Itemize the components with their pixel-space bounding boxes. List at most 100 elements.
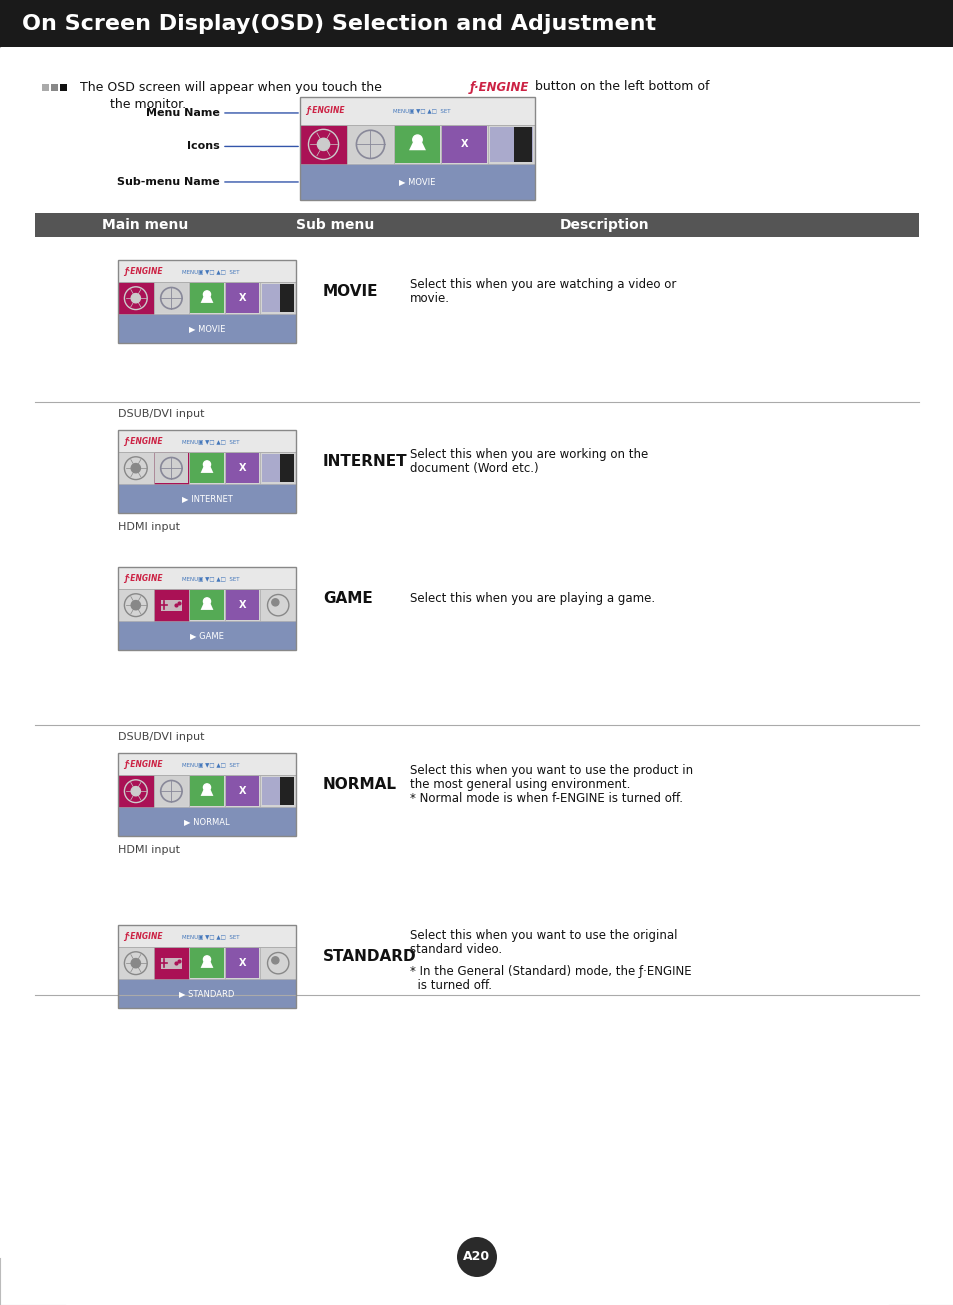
Bar bbox=[440, 125, 488, 164]
Text: is turned off.: is turned off. bbox=[410, 980, 492, 992]
Bar bbox=[35, 213, 918, 238]
Bar bbox=[279, 778, 294, 805]
Text: ƒ·ENGINE: ƒ·ENGINE bbox=[306, 107, 344, 115]
Text: the monitor.: the monitor. bbox=[110, 98, 186, 111]
Bar bbox=[279, 454, 294, 482]
Circle shape bbox=[203, 291, 211, 298]
Bar bbox=[118, 431, 295, 453]
Text: movie.: movie. bbox=[410, 292, 450, 305]
Text: Select this when you are playing a game.: Select this when you are playing a game. bbox=[410, 592, 655, 606]
Bar bbox=[488, 125, 535, 164]
Text: ƒ·ENGINE: ƒ·ENGINE bbox=[124, 437, 162, 446]
Bar bbox=[348, 125, 393, 163]
Text: Sub menu: Sub menu bbox=[295, 218, 374, 232]
Text: X: X bbox=[238, 958, 246, 968]
Text: GAME: GAME bbox=[323, 591, 373, 606]
Bar bbox=[154, 283, 188, 313]
Bar bbox=[118, 925, 295, 1007]
Circle shape bbox=[272, 957, 278, 964]
Bar bbox=[226, 590, 259, 620]
Bar bbox=[190, 590, 224, 620]
Text: Menu Name: Menu Name bbox=[146, 108, 220, 117]
Text: * In the General (Standard) mode, the ƒ·ENGINE: * In the General (Standard) mode, the ƒ·… bbox=[410, 966, 691, 979]
Text: X: X bbox=[238, 600, 246, 611]
Text: document (Word etc.): document (Word etc.) bbox=[410, 462, 538, 475]
Bar bbox=[153, 453, 189, 484]
Text: MENU▣ ▼□ ▲□  SET: MENU▣ ▼□ ▲□ SET bbox=[182, 933, 239, 938]
Bar bbox=[153, 282, 189, 315]
Circle shape bbox=[131, 463, 140, 472]
Text: ▶ NORMAL: ▶ NORMAL bbox=[184, 817, 230, 826]
Text: HDMI input: HDMI input bbox=[118, 522, 180, 532]
Text: DSUB/DVI input: DSUB/DVI input bbox=[118, 732, 204, 743]
Text: * Normal mode is when f-ENGINE is turned off.: * Normal mode is when f-ENGINE is turned… bbox=[410, 792, 682, 805]
Bar bbox=[118, 753, 295, 837]
Bar bbox=[118, 590, 295, 621]
Text: NORMAL: NORMAL bbox=[323, 776, 396, 792]
Bar bbox=[225, 775, 260, 806]
Bar bbox=[299, 97, 535, 125]
Circle shape bbox=[272, 599, 278, 606]
Bar bbox=[154, 776, 188, 806]
Bar bbox=[514, 127, 531, 162]
Bar bbox=[394, 125, 440, 164]
Bar bbox=[279, 284, 294, 312]
Bar bbox=[118, 260, 295, 282]
Text: button on the left bottom of: button on the left bottom of bbox=[535, 81, 709, 94]
Circle shape bbox=[413, 134, 422, 145]
Bar bbox=[190, 453, 224, 483]
Bar bbox=[225, 453, 260, 484]
Text: MOVIE: MOVIE bbox=[323, 284, 378, 299]
Text: HDMI input: HDMI input bbox=[118, 846, 180, 855]
Bar bbox=[226, 949, 259, 977]
Bar bbox=[118, 806, 295, 837]
Text: X: X bbox=[238, 463, 246, 474]
Polygon shape bbox=[200, 962, 213, 968]
Bar bbox=[153, 947, 189, 979]
Circle shape bbox=[131, 600, 140, 609]
Text: ▶ STANDARD: ▶ STANDARD bbox=[179, 989, 234, 998]
Text: ▶ GAME: ▶ GAME bbox=[190, 632, 224, 639]
Text: MENU▣ ▼□ ▲□  SET: MENU▣ ▼□ ▲□ SET bbox=[182, 269, 239, 274]
Bar bbox=[118, 453, 295, 484]
Bar bbox=[347, 125, 394, 164]
Bar bbox=[225, 947, 260, 979]
Bar bbox=[299, 125, 347, 164]
Polygon shape bbox=[200, 467, 213, 472]
Text: ƒ·ENGINE: ƒ·ENGINE bbox=[124, 574, 162, 583]
Bar bbox=[189, 590, 225, 621]
Bar bbox=[118, 453, 153, 484]
Bar bbox=[299, 97, 535, 200]
Text: ƒ·ENGINE: ƒ·ENGINE bbox=[124, 932, 162, 941]
Bar bbox=[118, 925, 295, 947]
Text: INTERNET: INTERNET bbox=[323, 454, 407, 468]
Bar bbox=[118, 260, 295, 343]
Bar bbox=[441, 125, 486, 163]
Text: A20: A20 bbox=[463, 1250, 490, 1263]
Circle shape bbox=[317, 138, 330, 150]
Bar bbox=[395, 125, 439, 163]
Text: standard video.: standard video. bbox=[410, 944, 501, 957]
Text: the most general using environment.: the most general using environment. bbox=[410, 778, 630, 791]
Bar bbox=[154, 453, 188, 483]
Bar bbox=[260, 590, 295, 621]
Bar bbox=[118, 431, 295, 513]
Bar bbox=[226, 283, 259, 313]
Text: Description: Description bbox=[559, 218, 649, 232]
Polygon shape bbox=[409, 142, 425, 150]
Bar bbox=[260, 453, 295, 484]
Text: X: X bbox=[238, 294, 246, 303]
Bar bbox=[226, 453, 259, 483]
Bar bbox=[118, 621, 295, 650]
Text: MENU▣ ▼□ ▲□  SET: MENU▣ ▼□ ▲□ SET bbox=[182, 762, 239, 767]
Bar bbox=[0, 0, 953, 47]
Bar bbox=[118, 566, 295, 650]
Text: Sub-menu Name: Sub-menu Name bbox=[117, 177, 220, 187]
Text: MENU▣ ▼□ ▲□  SET: MENU▣ ▼□ ▲□ SET bbox=[182, 438, 239, 444]
Bar bbox=[225, 590, 260, 621]
Text: Select this when you want to use the product in: Select this when you want to use the pro… bbox=[410, 763, 693, 776]
Bar bbox=[118, 947, 153, 979]
Text: STANDARD: STANDARD bbox=[323, 949, 416, 964]
Text: ƒ·ENGINE: ƒ·ENGINE bbox=[124, 266, 162, 275]
Bar bbox=[189, 282, 225, 315]
